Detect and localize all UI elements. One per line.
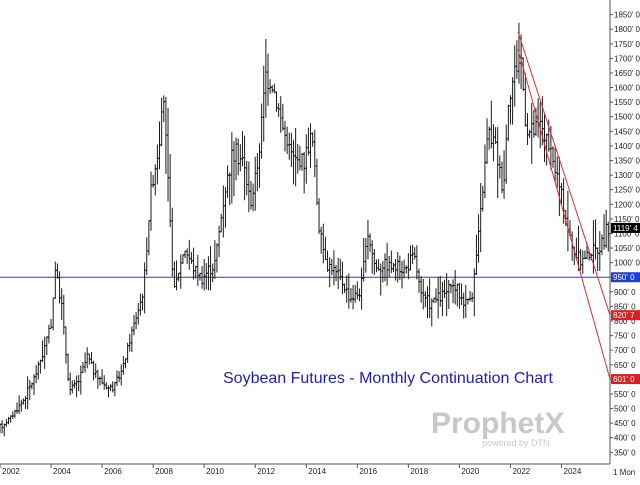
price-tag-trendline-bg	[611, 374, 640, 385]
y-tick-label: 1100' 0	[614, 229, 640, 238]
y-tick-label: 1800' 0	[614, 25, 640, 34]
trendline	[517, 31, 611, 316]
x-tick-label: 2014	[308, 467, 326, 476]
y-tick-label: 800' 0	[614, 317, 636, 326]
y-tick-label: 1450' 0	[614, 127, 640, 136]
y-tick-label: 1350' 0	[614, 157, 640, 166]
price-tag-trendline-bg	[611, 310, 640, 321]
y-tick-label: 650' 0	[614, 361, 636, 370]
x-tick-label: 2012	[257, 467, 275, 476]
price-tag-hline: 950' 0	[613, 273, 635, 282]
y-tick-label: 1250' 0	[614, 186, 640, 195]
y-tick-label: 900' 0	[614, 288, 636, 297]
y-tick-label: 550' 0	[614, 390, 636, 399]
x-tick-label: 2022	[512, 467, 530, 476]
trendlines-layer	[517, 31, 611, 380]
x-tick-label: 2006	[104, 467, 122, 476]
y-tick-label: 350' 0	[614, 448, 636, 457]
y-tick-label: 1750' 0	[614, 40, 640, 49]
y-tick-label: 750' 0	[614, 332, 636, 341]
y-tick-label: 400' 0	[614, 434, 636, 443]
y-tick-label: 1500' 0	[614, 113, 640, 122]
x-tick-label: 2016	[359, 467, 377, 476]
chart-title: Soybean Futures - Monthly Continuation C…	[223, 370, 554, 387]
x-tick-label: 2004	[53, 467, 71, 476]
timeframe-label: 1 Mon	[613, 468, 635, 477]
trendline	[517, 49, 611, 380]
watermark-logo-text: ProphetX	[431, 407, 564, 440]
x-tick-label: 2020	[461, 467, 479, 476]
y-tick-label: 1600' 0	[614, 84, 640, 93]
price-tags-layer: 950' 0 820' 7 601' 0 1119' 4	[611, 222, 640, 385]
price-tag-trendline: 601' 0	[613, 375, 635, 384]
y-tick-label: 850' 0	[614, 302, 636, 311]
ohlc-bars-layer	[0, 22, 611, 437]
x-tick-label: 2018	[410, 467, 428, 476]
y-tick-label: 1300' 0	[614, 171, 640, 180]
x-axis: 2002 2004 2006 2008 2010 2012 2014 2016 2018 2020…	[0, 463, 610, 476]
y-tick-label: 1150' 0	[614, 215, 640, 224]
x-tick-label: 2008	[155, 467, 173, 476]
price-tag-last: 1119' 4	[613, 224, 638, 233]
y-tick-label: 1050' 0	[614, 244, 640, 253]
y-tick-label: 1000' 0	[614, 259, 640, 268]
y-tick-label: 1650' 0	[614, 69, 640, 78]
x-tick-label: 2024	[564, 467, 582, 476]
x-tick-label: 2002	[2, 467, 20, 476]
price-tag-last-bg	[611, 222, 640, 233]
y-tick-label: 700' 0	[614, 346, 636, 355]
watermark-powered-by: powered by DTN	[482, 438, 550, 448]
y-tick-label: 1850' 0	[614, 11, 640, 20]
y-tick-label: 1550' 0	[614, 98, 640, 107]
price-tag-trendline: 820' 7	[613, 311, 635, 320]
y-tick-label: 1700' 0	[614, 54, 640, 63]
y-tick-label: 450' 0	[614, 419, 636, 428]
price-tag-hline-bg	[611, 272, 640, 283]
y-tick-label: 1400' 0	[614, 142, 640, 151]
y-tick-label: 500' 0	[614, 405, 636, 414]
y-tick-label: 1200' 0	[614, 200, 640, 209]
x-tick-label: 2010	[206, 467, 224, 476]
watermark: ProphetX powered by DTN	[431, 407, 564, 448]
